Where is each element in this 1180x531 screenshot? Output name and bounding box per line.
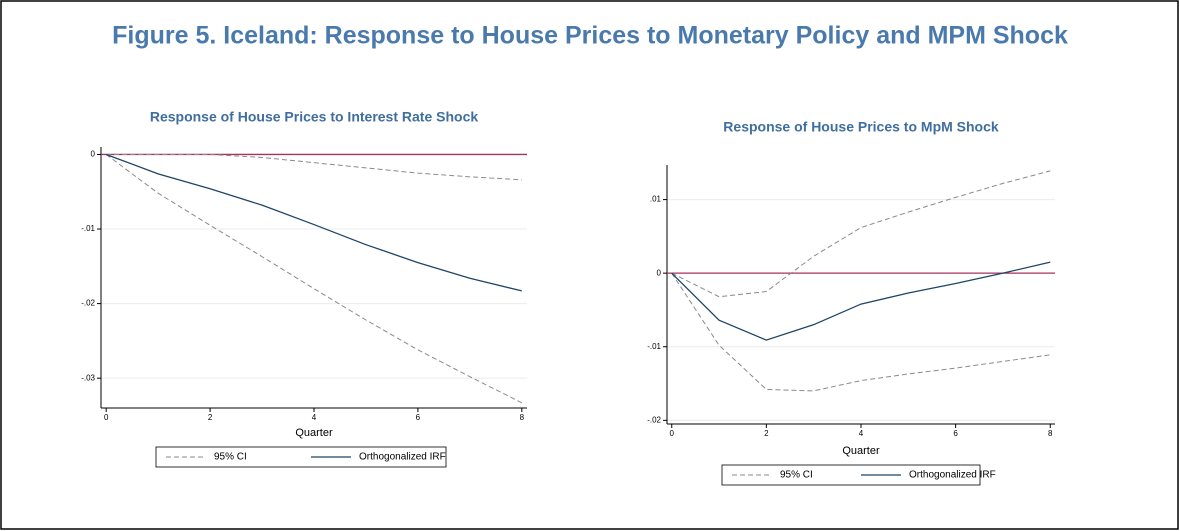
x-tick-label: 2 <box>764 429 769 438</box>
x-axis-label: Quarter <box>295 427 333 439</box>
series-line <box>671 170 1051 298</box>
x-tick-label: 6 <box>953 429 958 438</box>
legend-label: Orthogonalized IRF <box>909 470 996 481</box>
y-tick-label: 0 <box>657 268 662 277</box>
legend-label: 95% CI <box>214 452 247 463</box>
series-line <box>106 153 522 181</box>
x-tick-label: 8 <box>1048 429 1053 438</box>
x-tick-label: 4 <box>312 413 317 422</box>
legend-label: Orthogonalized IRF <box>359 452 446 463</box>
y-tick-label: -.01 <box>81 224 95 233</box>
y-tick-label: .01 <box>650 195 662 204</box>
series-line <box>671 261 1051 341</box>
series-line <box>671 272 1051 392</box>
figure-title: Figure 5. Iceland: Response to House Pri… <box>112 22 1068 50</box>
y-tick-label: -.02 <box>81 299 95 308</box>
chart-title: Response of House Prices to Interest Rat… <box>150 109 479 125</box>
y-tick-label: -.03 <box>81 373 95 382</box>
x-axis-label: Quarter <box>842 445 880 457</box>
series-line <box>105 154 523 404</box>
y-tick-label: -.02 <box>647 415 661 424</box>
legend-box <box>155 446 447 468</box>
legend-box <box>721 464 981 486</box>
x-tick-label: 2 <box>208 413 213 422</box>
y-tick-label: 0 <box>91 150 96 159</box>
x-tick-label: 0 <box>670 429 675 438</box>
x-tick-label: 4 <box>859 429 864 438</box>
x-tick-label: 8 <box>520 413 525 422</box>
x-tick-label: 6 <box>416 413 421 422</box>
legend-label: 95% CI <box>780 470 813 481</box>
chart-title: Response of House Prices to MpM Shock <box>723 119 999 135</box>
x-tick-label: 0 <box>104 413 109 422</box>
series-line <box>105 153 522 292</box>
y-tick-label: -.01 <box>647 342 661 351</box>
